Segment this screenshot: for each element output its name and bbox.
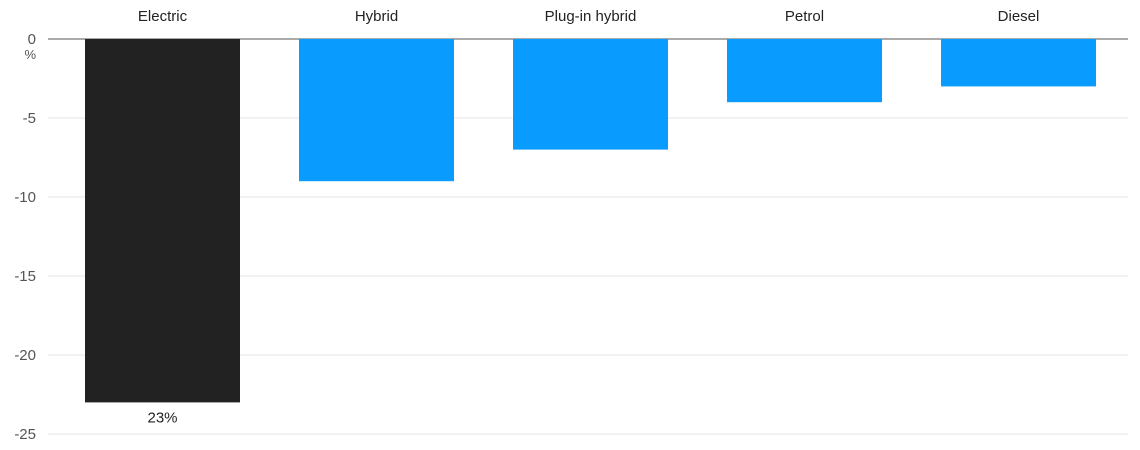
category-label: Petrol	[785, 8, 824, 25]
bar-electric	[85, 39, 240, 403]
y-axis: 0 -5 -10 -15 -20 -25%	[14, 31, 36, 443]
category-label: Electric	[138, 8, 188, 25]
y-tick-label: -25	[14, 426, 36, 443]
y-tick-label: 0	[28, 31, 36, 48]
bar-hybrid	[299, 39, 454, 182]
bar-plug-in-hybrid	[513, 39, 668, 150]
bars	[85, 39, 1096, 403]
bar-diesel	[941, 39, 1096, 87]
y-tick-label: -10	[14, 189, 36, 206]
bar-petrol	[727, 39, 882, 103]
y-tick-label: -20	[14, 347, 36, 364]
data-labels: 23%	[147, 409, 177, 426]
category-label: Diesel	[998, 8, 1040, 25]
category-labels: Electric Hybrid Plug-in hybrid Petrol Diesel	[138, 8, 1039, 25]
y-unit-label: %	[24, 47, 36, 62]
category-label: Hybrid	[355, 8, 398, 25]
data-label: 23%	[147, 409, 177, 426]
y-tick-label: -5	[23, 110, 36, 127]
y-tick-label: -15	[14, 268, 36, 285]
category-label: Plug-in hybrid	[545, 8, 637, 25]
